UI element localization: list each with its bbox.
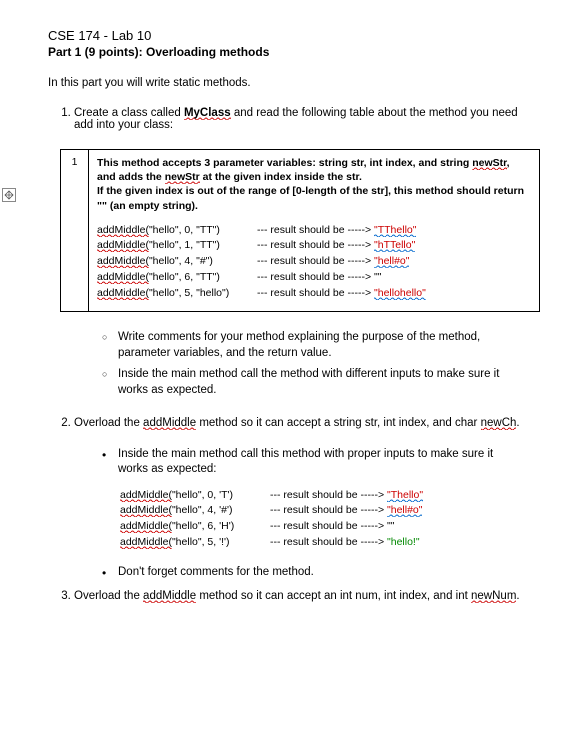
sub-bullet-a: Write comments for your method explainin… [102,330,526,361]
sub-bullets: Write comments for your method explainin… [48,330,526,398]
document-page: CSE 174 - Lab 10 Part 1 (9 points): Over… [0,0,562,640]
code-row: addMiddle("hello", 6, 'H')--- result sho… [120,519,526,535]
course-title: CSE 174 - Lab 10 [48,28,526,43]
code-row: addMiddle("hello", 1, "TT")--- result sh… [97,238,531,254]
code-row: addMiddle("hello", 5, '!')--- result sho… [120,535,526,551]
code-row: addMiddle("hello", 5, "hello")--- result… [97,286,531,302]
method-table: 1 This method accepts 3 parameter variab… [60,149,540,312]
item2-dont: Don't forget comments for the method. [102,565,526,581]
item2-dont-bullets: Don't forget comments for the method. [48,565,526,581]
sub-bullet-b: Inside the main method call the method w… [102,367,526,398]
table-desc-2: If the given index is out of the range o… [97,184,531,212]
item2-bullets: Inside the main method call this method … [48,447,526,478]
table-idx: 1 [61,150,89,312]
item1-classname: MyClass [184,107,231,120]
list-item-1: Create a class called MyClass and read t… [74,107,526,131]
intro-text: In this part you will write static metho… [48,77,526,89]
item1-prefix: Create a class called [74,107,184,119]
list-item-3: Overload the addMiddle method so it can … [74,590,526,602]
code-row: addMiddle("hello", 4, "#")--- result sho… [97,254,531,270]
code-row: addMiddle("hello", 0, 'T')--- result sho… [120,488,526,504]
code-row: addMiddle("hello", 6, "TT")--- result sh… [97,270,531,286]
table-desc-1: This method accepts 3 parameter variable… [97,156,531,184]
item2-bullet-1: Inside the main method call this method … [102,447,526,478]
code-examples-2: addMiddle("hello", 0, 'T')--- result sho… [120,488,526,551]
table-body: This method accepts 3 parameter variable… [89,150,540,312]
anchor-icon [2,188,16,202]
part-title: Part 1 (9 points): Overloading methods [48,45,526,59]
code-row: addMiddle("hello", 0, "TT")--- result sh… [97,223,531,239]
code-row: addMiddle("hello", 4, '#')--- result sho… [120,503,526,519]
code-examples-1: addMiddle("hello", 0, "TT")--- result sh… [97,223,531,302]
list-item-2: Overload the addMiddle method so it can … [74,417,526,429]
